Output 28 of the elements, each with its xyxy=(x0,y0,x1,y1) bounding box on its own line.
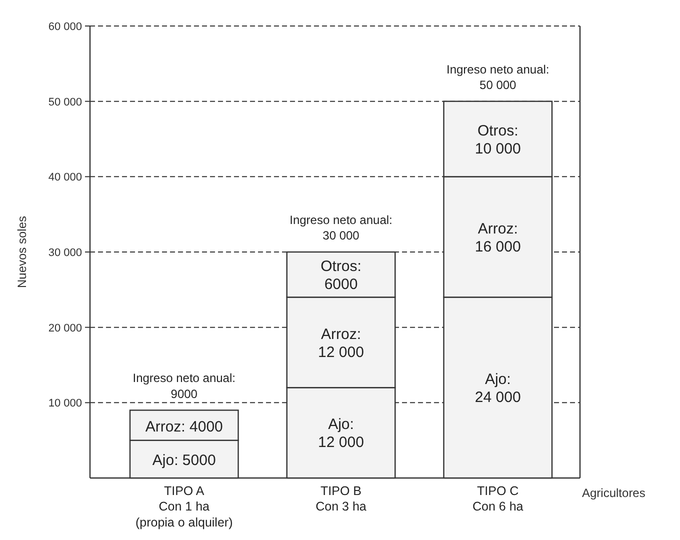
total-label: Ingreso neto anual: 30 000 xyxy=(290,213,392,243)
y-tick-label: 50 000 xyxy=(48,96,82,108)
total-label: Ingreso neto anual: 50 000 xyxy=(446,62,550,92)
y-tick-label: 30 000 xyxy=(48,247,82,259)
data-label: 24 000 xyxy=(474,389,521,406)
y-tick-label: 10 000 xyxy=(48,398,82,410)
data-label: 12 000 xyxy=(318,434,364,452)
y-tick-label: 20 000 xyxy=(48,322,82,334)
y-axis-title: Nuevos soles xyxy=(15,216,29,288)
y-tick-label: 60 000 xyxy=(48,21,82,33)
total-label: Ingreso neto anual: 9000 xyxy=(132,371,236,401)
text: Ajo: xyxy=(484,371,511,388)
text: Ajo: 5000 xyxy=(152,452,216,470)
x-tick-label: TIPO C Con 6 ha xyxy=(472,484,524,514)
series-label: Ajo: xyxy=(328,416,354,434)
data-label: 10 000 xyxy=(474,140,521,158)
text: Otros: xyxy=(477,122,518,140)
series-label: Arroz: xyxy=(320,326,362,343)
series-label: Otros: xyxy=(320,258,362,275)
data-label: 12 000 xyxy=(318,344,364,361)
x-tick-label: TIPO A Con 1 ha (propia o alquiler) xyxy=(135,484,233,530)
x-axis-title: Agricultores xyxy=(582,486,646,500)
x-tick-label: TIPO B Con 3 ha xyxy=(316,484,366,514)
data-label: 6000 xyxy=(324,276,358,293)
text: Arroz: 4000 xyxy=(145,418,223,436)
data-label: 16 000 xyxy=(474,238,521,256)
text: Arroz: xyxy=(478,220,518,238)
y-tick-label: 40 000 xyxy=(48,172,82,184)
